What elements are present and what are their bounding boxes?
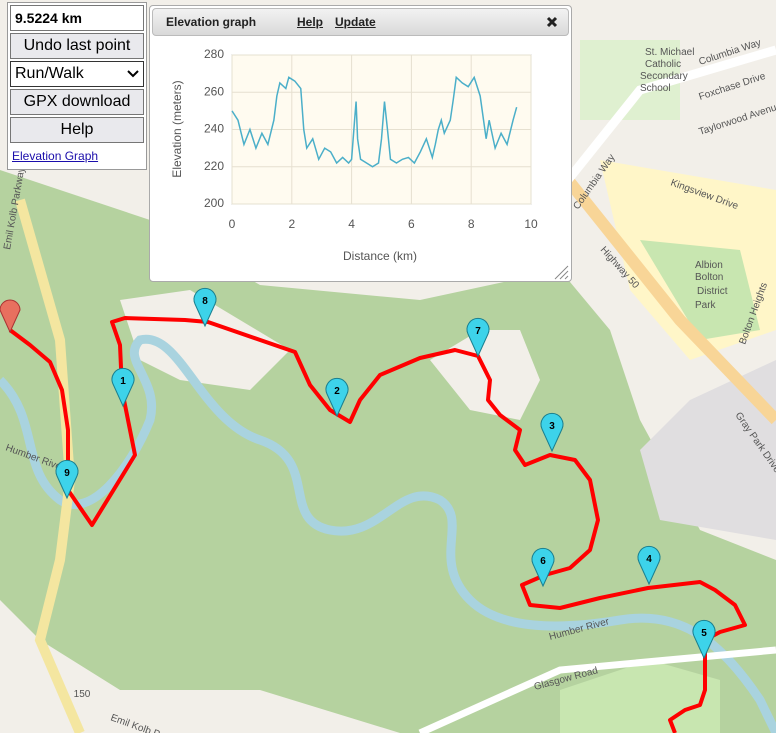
close-button[interactable] xyxy=(546,16,558,28)
elevation-chart: Distance (km) Elevation (meters) 200 220 2… xyxy=(170,47,569,280)
graph-header: Elevation graph Help Update xyxy=(152,8,569,36)
marker-pin xyxy=(193,287,217,328)
x-tick-label: 10 xyxy=(524,217,538,231)
graph-window: Elevation graph Help Update Distance (km… xyxy=(149,5,572,282)
marker-pin xyxy=(692,619,716,660)
route-marker[interactable]: 6 xyxy=(531,547,555,588)
x-tick-label: 8 xyxy=(468,217,475,231)
undo-button[interactable]: Undo last point xyxy=(10,33,144,59)
district-park xyxy=(640,240,760,340)
route-marker[interactable]: 5 xyxy=(692,619,716,660)
route xyxy=(8,316,747,733)
residential xyxy=(640,360,776,540)
map-label: Albion xyxy=(695,260,723,271)
graph-link[interactable]: Elevation Graph xyxy=(12,149,99,163)
x-tick-label: 6 xyxy=(408,217,415,231)
mode-select[interactable]: Run/Walk xyxy=(10,61,144,87)
y-tick-label: 280 xyxy=(204,47,224,61)
map-label: District xyxy=(697,286,728,297)
marker-pin xyxy=(325,377,349,418)
route-marker[interactable]: 3 xyxy=(540,412,564,453)
x-tick-label: 4 xyxy=(348,217,355,231)
gpx-button[interactable]: GPX download xyxy=(10,89,144,115)
marker-number: 4 xyxy=(646,554,652,565)
highway xyxy=(555,166,776,425)
route-marker[interactable]: 1 xyxy=(111,367,135,408)
road xyxy=(556,45,776,193)
x-tick-label: 0 xyxy=(229,217,236,231)
distance: 9.5224 km xyxy=(10,5,144,31)
route-marker[interactable]: 8 xyxy=(193,287,217,328)
marker-number: 1 xyxy=(120,376,126,387)
y-tick-label: 260 xyxy=(204,84,224,98)
route-marker[interactable]: 7 xyxy=(466,317,490,358)
map-label: Bolton xyxy=(695,272,723,283)
marker-pin xyxy=(466,317,490,358)
marker-number: 7 xyxy=(475,326,481,337)
start-pin[interactable] xyxy=(0,299,21,334)
marker-pin xyxy=(637,545,661,586)
y-tick-label: 220 xyxy=(204,159,224,173)
y-tick-label: 200 xyxy=(204,196,224,210)
map-label: Secondary xyxy=(640,71,688,82)
help-button[interactable]: Help xyxy=(10,117,144,143)
y-axis-label: Elevation (meters) xyxy=(170,80,184,177)
route-marker[interactable]: 2 xyxy=(325,377,349,418)
mode-value: Run/Walk xyxy=(15,65,84,82)
elevation-line xyxy=(231,75,518,168)
marker-number: 6 xyxy=(540,556,546,567)
graph-title: Elevation graph xyxy=(166,15,257,29)
map-label: Park xyxy=(695,300,717,311)
marker-number: 3 xyxy=(549,421,555,432)
map-label: 150 xyxy=(74,689,91,700)
y-tick-label: 240 xyxy=(204,122,224,136)
marker-pin xyxy=(531,547,555,588)
marker-pin xyxy=(55,459,79,500)
road xyxy=(15,198,85,733)
control-panel: 9.5224 km Undo last point Run/Walk GPX d… xyxy=(7,2,147,170)
graph-update[interactable]: Update xyxy=(335,15,376,29)
route-marker[interactable]: 4 xyxy=(637,545,661,586)
route-marker[interactable]: 9 xyxy=(55,459,79,500)
marker-number: 2 xyxy=(334,386,340,397)
map-label: St. Michael xyxy=(645,47,694,58)
map-label: School xyxy=(640,83,671,94)
graph-help[interactable]: Help xyxy=(297,15,324,29)
dropdown-arrow xyxy=(127,70,139,78)
x-tick-label: 2 xyxy=(288,217,295,231)
marker-pin xyxy=(111,367,135,408)
marker-number: 5 xyxy=(701,628,707,639)
map-label: Catholic xyxy=(645,59,681,70)
river xyxy=(0,334,776,733)
marker-number: 9 xyxy=(64,468,70,479)
marker-pin xyxy=(540,412,564,453)
resize-grip[interactable] xyxy=(554,265,569,280)
clearing xyxy=(120,290,290,390)
school-grounds xyxy=(580,40,680,120)
marker-number: 8 xyxy=(202,296,208,307)
x-axis-label: Distance (km) xyxy=(343,249,417,263)
